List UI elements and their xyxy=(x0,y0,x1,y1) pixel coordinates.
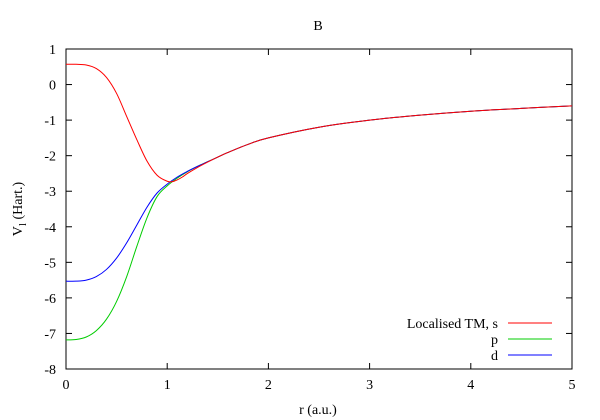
plot-frame xyxy=(65,48,573,370)
series-line-p xyxy=(65,105,573,341)
y-tick-label: -1 xyxy=(44,114,56,129)
y-tick-label: -5 xyxy=(44,256,56,271)
x-axis-label: r (a.u.) xyxy=(299,403,337,418)
x-tick-label: 4 xyxy=(467,378,474,393)
y-tick-label: -3 xyxy=(44,185,56,200)
legend-label: Localised TM, s xyxy=(407,317,498,332)
x-tick-label: 1 xyxy=(164,378,171,393)
x-tick-label: 3 xyxy=(366,378,373,393)
series-lines xyxy=(65,63,573,341)
y-tick-labels: 1 0 -1 -2 -3 -4 -5 -6 -7 -8 xyxy=(44,43,56,378)
legend-label: p xyxy=(491,333,498,348)
y-axis-label-rest: (Hart.) xyxy=(11,181,26,223)
y-tick-label: -4 xyxy=(44,221,56,236)
y-tick-label: 1 xyxy=(49,43,56,58)
x-tick-label: 0 xyxy=(63,378,70,393)
y-tick-label: -7 xyxy=(44,327,56,342)
y-tick-label: -2 xyxy=(44,150,56,165)
legend: Localised TM, spd xyxy=(407,317,552,364)
chart-title: B xyxy=(313,19,322,34)
y-axis-label-main: V xyxy=(11,226,26,236)
x-tick-labels: 0 1 2 3 4 5 xyxy=(63,378,576,393)
series-line-d xyxy=(65,105,573,282)
legend-label: d xyxy=(491,349,498,364)
y-axis-label: Vl (Hart.) xyxy=(11,181,29,236)
x-tick-label: 2 xyxy=(265,378,272,393)
axis-ticks xyxy=(65,48,573,370)
y-tick-label: -6 xyxy=(44,292,56,307)
y-axis-label-sub: l xyxy=(17,223,29,226)
y-tick-label: -8 xyxy=(44,363,56,378)
x-tick-label: 5 xyxy=(569,378,576,393)
y-tick-label: 0 xyxy=(49,79,56,94)
series-line-localised-tm-s xyxy=(65,63,573,183)
